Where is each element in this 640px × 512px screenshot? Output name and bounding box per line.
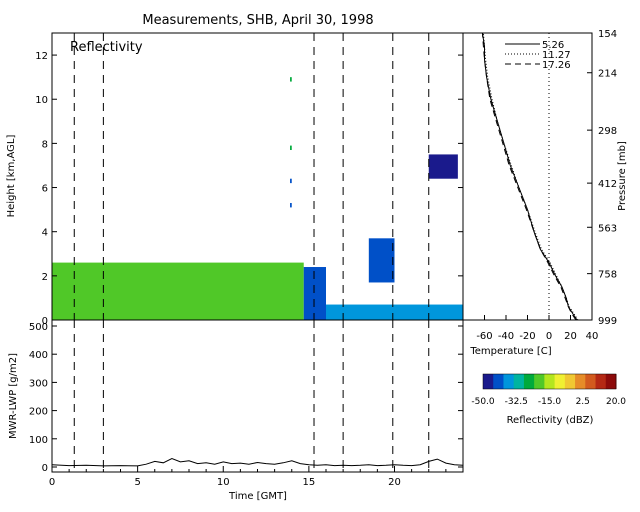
temperature-profile	[481, 32, 577, 321]
height-tick-label: 6	[42, 184, 48, 195]
colorbar-swatch	[544, 374, 556, 389]
legend-label: 5.26	[542, 40, 564, 51]
legend-label: 11.27	[542, 50, 571, 61]
time-tick-label: 10	[217, 477, 230, 488]
height-tick-label: 12	[35, 51, 48, 62]
echo-region	[290, 178, 292, 184]
reflectivity-panel-label: Reflectivity	[70, 40, 143, 55]
temperature-profile	[481, 32, 578, 321]
pressure-tick-label: 758	[598, 270, 617, 281]
echo-region	[303, 267, 326, 320]
temperature-profile	[482, 32, 579, 321]
legend-label: 17.26	[542, 60, 571, 71]
temperature-axis-label: Temperature [C]	[469, 346, 551, 357]
height-axis-label: Height [km,AGL]	[6, 135, 17, 218]
colorbar-label: Reflectivity (dBZ)	[507, 415, 594, 426]
temperature-tick-label: -60	[476, 331, 492, 342]
lwp-tick-label: 100	[29, 435, 48, 446]
colorbar-tick-label: -50.0	[471, 397, 495, 407]
colorbar-swatch	[523, 374, 535, 389]
height-tick-label: 8	[42, 139, 48, 150]
colorbar-swatch	[493, 374, 504, 389]
colorbar-swatch	[595, 374, 607, 389]
colorbar-tick-label: -32.5	[505, 397, 528, 407]
colorbar-ticks: -50.0 -32.5 -15.0 2.5 20.0	[471, 397, 626, 407]
colorbar-swatch	[513, 374, 525, 389]
temperature-tick-label: 40	[586, 331, 599, 342]
lwp-axis-label: MWR-LWP [g/m2]	[8, 353, 19, 439]
event-lines-bottom	[73, 320, 430, 472]
colorbar-swatch	[503, 374, 515, 389]
lwp-tick-label: 400	[29, 350, 48, 361]
time-tick-label: 5	[134, 477, 140, 488]
temperature-tick-label: 20	[564, 331, 577, 342]
temperature-tick-label: 0	[546, 331, 552, 342]
reflectivity-panel: 0 2 4 6 8 10 12 Reflectivity Height [km,AGL]	[6, 32, 464, 327]
time-axis: 0 5 10 15 20	[49, 466, 447, 488]
colorbar-swatch	[483, 374, 494, 389]
echo-region	[290, 145, 292, 151]
lwp-tick-label: 0	[42, 463, 48, 474]
lwp-panel: 0 100 200 300 400 500 0 5 10 15 20 MWR-LWP [g/m2]…	[8, 319, 464, 502]
time-tick-label: 15	[303, 477, 316, 488]
height-axis: 0 2 4 6 8 10 12	[35, 51, 463, 327]
height-tick-label: 0	[42, 316, 48, 327]
pressure-tick-label: 999	[598, 316, 617, 327]
echo-region	[290, 77, 292, 82]
event-lines-top	[73, 33, 430, 320]
height-tick-label: 4	[42, 228, 48, 239]
colorbar-swatch	[585, 374, 597, 389]
temperature-axis: -60 -40 -20 0 20 40	[476, 315, 598, 342]
echo-region	[326, 304, 463, 320]
height-tick-label: 2	[42, 272, 48, 283]
lwp-tick-label: 200	[29, 407, 48, 418]
temperature-tick-label: -40	[498, 331, 514, 342]
colorbar-swatch	[575, 374, 586, 389]
lwp-axis: 0 100 200 300 400 500	[29, 322, 463, 474]
colorbar-swatch	[564, 374, 576, 389]
colorbar-swatch	[534, 374, 545, 389]
pressure-axis: 154 214 298 412 563 758 999	[587, 29, 617, 327]
echo-region	[368, 238, 395, 283]
echo-region	[52, 262, 304, 320]
temperature-profiles	[481, 32, 579, 321]
colorbar-tick-label: -15.0	[538, 397, 562, 407]
pressure-tick-label: 154	[598, 29, 617, 40]
colorbar-gradient	[483, 374, 617, 389]
colorbar-tick-label: 20.0	[606, 397, 626, 407]
echo-region	[290, 202, 292, 208]
colorbar-swatch	[554, 374, 566, 389]
figure-title: Measurements, SHB, April 30, 1998	[142, 13, 373, 28]
pressure-axis-label: Pressure [mb]	[617, 141, 628, 211]
time-tick-label: 20	[388, 477, 401, 488]
time-tick-label: 0	[49, 477, 55, 488]
lwp-tick-label: 500	[29, 322, 48, 333]
lwp-series-line	[51, 457, 464, 467]
echo-region	[428, 154, 458, 179]
pressure-tick-label: 412	[598, 179, 617, 190]
colorbar-frame	[482, 373, 617, 390]
pressure-tick-label: 214	[598, 69, 617, 80]
reflectivity-echo-layer	[52, 77, 463, 320]
time-axis-label: Time [GMT]	[228, 491, 287, 502]
temperature-frame	[462, 32, 593, 321]
pressure-tick-label: 298	[598, 126, 617, 137]
colorbar: -50.0 -32.5 -15.0 2.5 20.0 Reflectivity (dBZ…	[471, 373, 626, 426]
temperature-tick-label: -20	[519, 331, 535, 342]
lwp-frame	[51, 319, 464, 473]
height-tick-label: 10	[35, 95, 48, 106]
colorbar-swatch	[605, 374, 617, 389]
pressure-tick-label: 563	[598, 223, 617, 234]
lwp-tick-label: 300	[29, 378, 48, 389]
colorbar-tick-label: 2.5	[576, 397, 590, 407]
